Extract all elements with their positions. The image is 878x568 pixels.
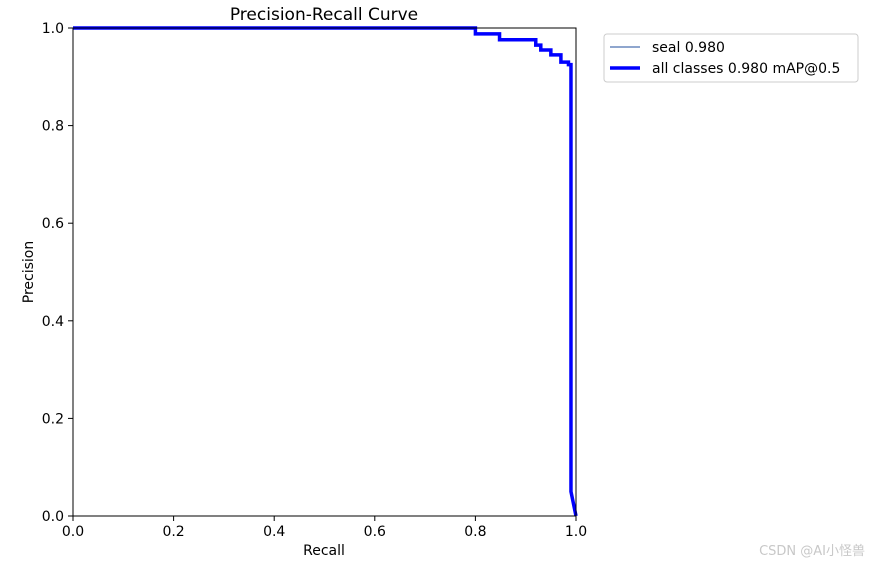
x-tick-label: 0.4: [263, 524, 285, 540]
x-tick-label: 0.6: [364, 524, 386, 540]
chart-title: Precision-Recall Curve: [230, 5, 418, 25]
legend: seal 0.980 all classes 0.980 mAP@0.5: [603, 33, 859, 83]
legend-box: [603, 33, 859, 83]
y-tick-label: 0.4: [42, 314, 64, 330]
series-line-all-classes: [73, 26, 578, 517]
x-axis-ticks: 0.0 0.2 0.4 0.6 0.8 1.0: [62, 516, 587, 540]
y-axis-ticks: 0.0 0.2 0.4 0.6 0.8 1.0: [42, 21, 73, 525]
watermark: CSDN @AI小怪兽: [759, 544, 865, 559]
plot-frame: [72, 27, 577, 517]
x-tick-label: 0.8: [464, 524, 486, 540]
y-tick-label: 0.0: [42, 509, 64, 525]
y-tick-label: 0.2: [42, 411, 64, 427]
y-tick-label: 0.6: [42, 216, 64, 232]
y-axis-label: Precision: [21, 241, 37, 303]
x-tick-label: 0.0: [62, 524, 84, 540]
legend-label-seal: seal 0.980: [652, 40, 725, 56]
x-tick-label: 0.2: [162, 524, 184, 540]
x-tick-label: 1.0: [565, 524, 587, 540]
y-tick-label: 1.0: [42, 21, 64, 37]
series-group: [73, 26, 578, 517]
y-tick-label: 0.8: [42, 119, 64, 135]
legend-label-all-classes: all classes 0.980 mAP@0.5: [652, 61, 840, 77]
x-axis-label: Recall: [303, 543, 345, 559]
